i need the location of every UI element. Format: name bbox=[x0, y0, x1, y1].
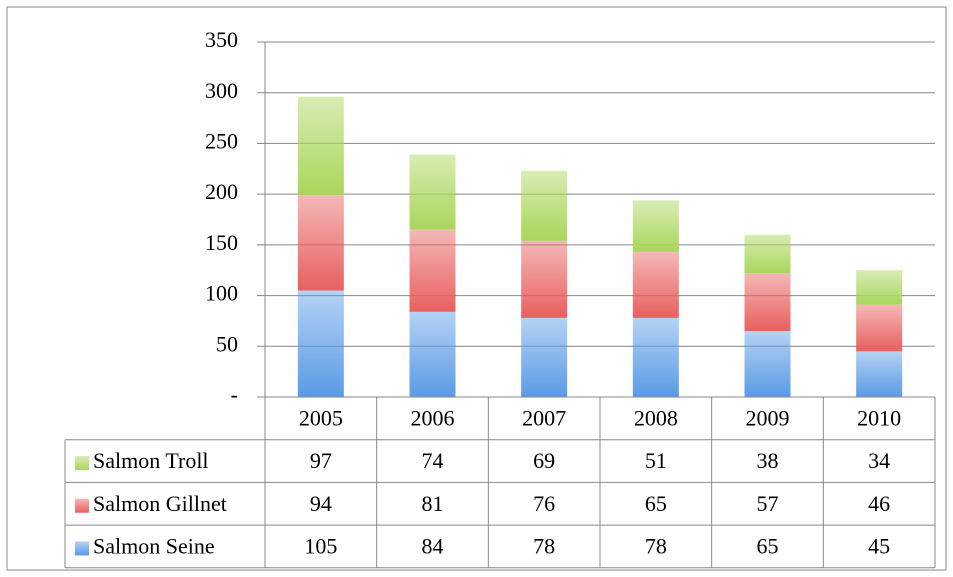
x-tick-label: 2005 bbox=[299, 405, 343, 430]
chart-frame bbox=[6, 6, 947, 571]
table-value: 78 bbox=[533, 533, 555, 558]
table-value: 38 bbox=[757, 448, 779, 473]
table-value: 97 bbox=[310, 448, 332, 473]
bar-segment bbox=[856, 351, 903, 397]
legend-label: Salmon Troll bbox=[93, 448, 209, 473]
table-value: 34 bbox=[868, 448, 890, 473]
bar-segment bbox=[744, 331, 791, 397]
legend-key bbox=[75, 541, 89, 556]
legend-key bbox=[75, 456, 89, 471]
table-value: 65 bbox=[645, 491, 667, 516]
table-value: 81 bbox=[422, 491, 444, 516]
table-value: 45 bbox=[868, 533, 890, 558]
bar-segment bbox=[521, 317, 568, 397]
table-value: 105 bbox=[304, 533, 337, 558]
legend-key bbox=[75, 498, 89, 513]
table-value: 46 bbox=[868, 491, 890, 516]
bar-segment bbox=[632, 200, 679, 252]
y-tick-label: 200 bbox=[205, 179, 238, 204]
table-value: 57 bbox=[757, 491, 779, 516]
y-tick-label: 300 bbox=[205, 78, 238, 103]
y-tick-label: 250 bbox=[205, 128, 238, 153]
y-tick-label: - bbox=[231, 382, 238, 407]
table-value: 84 bbox=[422, 533, 444, 558]
x-tick-label: 2010 bbox=[857, 405, 901, 430]
bar-segment bbox=[744, 234, 791, 274]
table-value: 65 bbox=[757, 533, 779, 558]
bar-segment bbox=[744, 273, 791, 332]
bar-segment bbox=[409, 154, 456, 230]
bar-segment bbox=[297, 195, 344, 291]
x-tick-label: 2007 bbox=[522, 405, 566, 430]
bar-segment bbox=[856, 304, 903, 352]
bar-segment bbox=[856, 270, 903, 305]
y-tick-label: 50 bbox=[216, 331, 238, 356]
bar-segment bbox=[632, 317, 679, 397]
table-value: 94 bbox=[310, 491, 332, 516]
bar-segment bbox=[297, 96, 344, 196]
table-value: 69 bbox=[533, 448, 555, 473]
table-value: 74 bbox=[422, 448, 444, 473]
legend-label: Salmon Gillnet bbox=[93, 491, 227, 516]
y-tick-label: 150 bbox=[205, 230, 238, 255]
y-tick-label: 350 bbox=[205, 27, 238, 52]
x-tick-label: 2008 bbox=[634, 405, 678, 430]
table-value: 76 bbox=[533, 491, 555, 516]
x-tick-label: 2006 bbox=[411, 405, 455, 430]
legend-label: Salmon Seine bbox=[93, 533, 215, 558]
table-value: 51 bbox=[645, 448, 667, 473]
y-tick-label: 100 bbox=[205, 281, 238, 306]
bar-segment bbox=[521, 170, 568, 241]
bar-segment bbox=[409, 229, 456, 312]
bar-segment bbox=[632, 251, 679, 318]
table-value: 78 bbox=[645, 533, 667, 558]
bar-segment bbox=[521, 240, 568, 318]
x-tick-label: 2009 bbox=[746, 405, 790, 430]
bar-segment bbox=[409, 311, 456, 397]
bar-segment bbox=[297, 290, 344, 397]
